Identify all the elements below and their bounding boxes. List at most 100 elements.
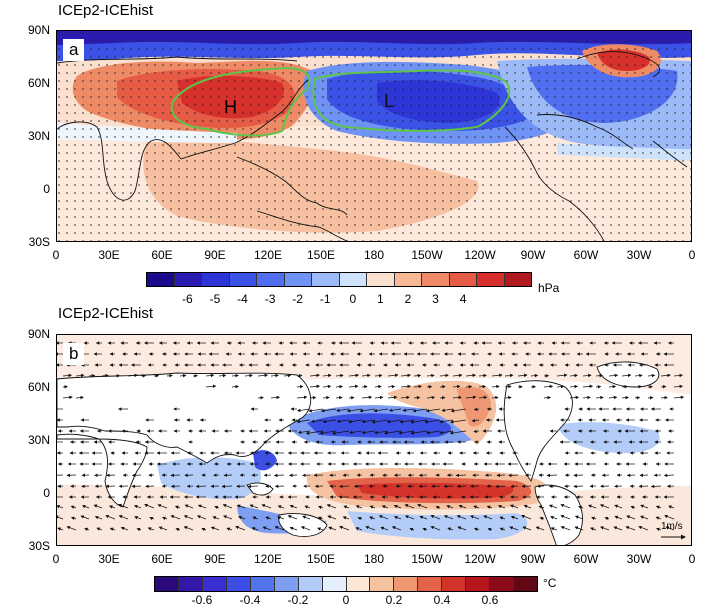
wind-vector [249,504,259,509]
lon-tick-label: 60E [151,248,173,262]
wind-vector [391,526,402,531]
wind-vector [195,484,207,489]
wind-vector [197,504,207,509]
wind-vector [439,396,446,400]
lon-tick-label: 90W [520,248,546,262]
wind-vector [244,373,253,378]
wind-vector [426,395,436,400]
wind-vector [387,384,396,389]
wind-vector [212,516,220,520]
wind-vector [450,408,467,413]
wind-vector [673,384,683,389]
high-pressure-label: H [224,97,237,117]
wind-vector [495,484,506,489]
wind-vector [491,373,503,378]
wind-vector [465,395,477,400]
wind-vector [57,505,64,509]
wind-vector [252,516,259,520]
wind-vector [101,373,109,378]
wind-vector [548,504,558,509]
lon-tick-label: 90W [520,552,546,566]
wind-vector [400,395,410,400]
colorbar-segment [346,577,371,591]
wind-vector [236,504,246,509]
colorbar-segment [202,577,227,591]
wind-vector [486,505,493,509]
wind-vector [369,505,376,509]
wind-vector [322,384,332,389]
wind-vector [109,505,116,509]
wind-vector [361,385,368,389]
wind-vector [626,515,636,520]
wind-vector [277,505,285,509]
wind-vector [455,473,467,478]
colorbar-segment [298,577,323,591]
wind-vector [261,504,272,509]
wind-vector [556,373,568,378]
wind-vector [556,384,565,389]
wind-vector [359,408,376,413]
low-pressure-label: L [384,91,395,111]
wind-vector [530,373,539,378]
wind-vector [478,395,488,400]
lon-tick-label: 30W [626,248,652,262]
wind-vector [656,527,662,532]
wind-vector [309,373,320,378]
wind-vector [473,505,480,509]
wind-vector [308,408,324,413]
wind-vector [422,527,428,532]
wind-vector [614,515,623,520]
wind-vector [355,505,363,509]
colorbar-tick-label: -1 [319,292,331,306]
wind-vector [387,373,399,378]
lon-tick-label: 90E [204,552,226,566]
wind-vector [573,484,584,489]
wind-vector [257,373,269,378]
coastlines [57,51,688,241]
wind-vector [296,395,308,400]
panel-b-letter: b [63,343,85,365]
wind-vector [327,515,337,520]
wind-vector [205,373,215,378]
wind-vector [179,373,187,378]
wind-vector [465,373,477,378]
wind-vector [380,526,389,531]
colorbar-segment [370,577,395,591]
wind-vector [210,526,220,531]
wind-vector [289,504,298,509]
wind-vector [75,373,85,378]
wind-vector [270,373,279,378]
wind-vector [446,505,454,509]
lat-tick-label: 30N [27,129,50,143]
lat-tick-label: 0 [43,182,50,196]
wind-vector [560,514,571,520]
colorbar-segment [466,577,491,591]
colorbar-segment [422,273,450,286]
wind-vector [70,516,77,521]
wind-vector [647,396,654,400]
wind-vector [523,504,532,509]
wind-vector [133,504,142,509]
wind-vector [144,503,155,509]
wind-vector [388,408,402,413]
wind-vector [630,505,636,510]
wind-vector [287,515,298,520]
wind-vector [574,526,584,531]
colorbar-segment [442,577,467,591]
wind-vector [183,515,194,520]
wind-vector [449,430,467,435]
colorbar-segment [367,273,395,286]
low-pressure-contour [312,69,511,132]
wind-vector [413,373,422,378]
wind-vector [535,526,545,531]
wind-vector [650,484,662,489]
colorbar-tick-label: 0 [342,593,350,607]
wind-vector [361,373,371,378]
colorbar-tick-label: 1 [377,292,384,306]
wind-vector [487,527,493,532]
wind-vector [331,430,350,435]
wind-vector [296,374,303,378]
lon-tick-label: 90E [204,248,226,262]
wind-vector [183,526,194,531]
wind-vector [374,384,382,389]
